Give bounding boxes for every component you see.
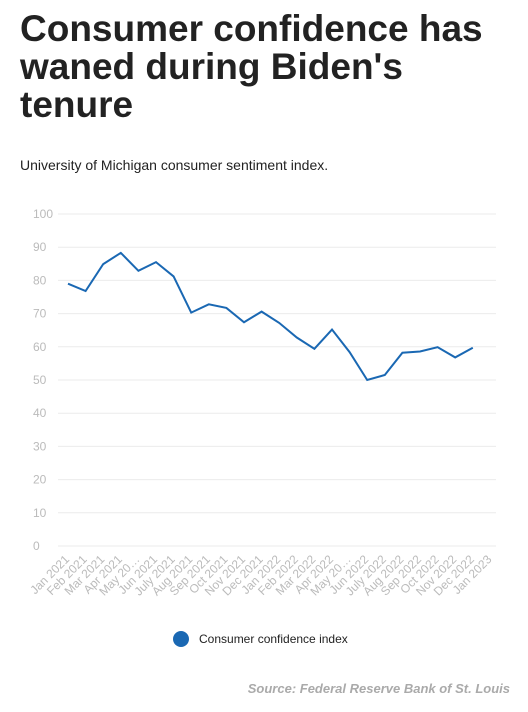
legend-label: Consumer confidence index	[199, 632, 348, 646]
y-tick-label: 80	[33, 273, 47, 287]
legend-marker	[173, 631, 189, 647]
y-tick-label: 0	[33, 539, 40, 553]
y-tick-label: 90	[33, 240, 47, 254]
y-tick-label: 70	[33, 307, 47, 321]
y-tick-label: 40	[33, 406, 47, 420]
y-tick-label: 30	[33, 439, 47, 453]
y-tick-label: 10	[33, 506, 47, 520]
y-tick-label: 50	[33, 373, 47, 387]
chart-subtitle: University of Michigan consumer sentimen…	[20, 157, 329, 173]
source-note: Source: Federal Reserve Bank of St. Loui…	[247, 681, 510, 696]
chart-title: Consumer confidence has waned during Bid…	[20, 8, 483, 125]
data-line	[67, 251, 474, 382]
y-tick-label: 100	[33, 207, 53, 221]
y-tick-label: 20	[33, 473, 47, 487]
y-tick-label: 60	[33, 340, 47, 354]
